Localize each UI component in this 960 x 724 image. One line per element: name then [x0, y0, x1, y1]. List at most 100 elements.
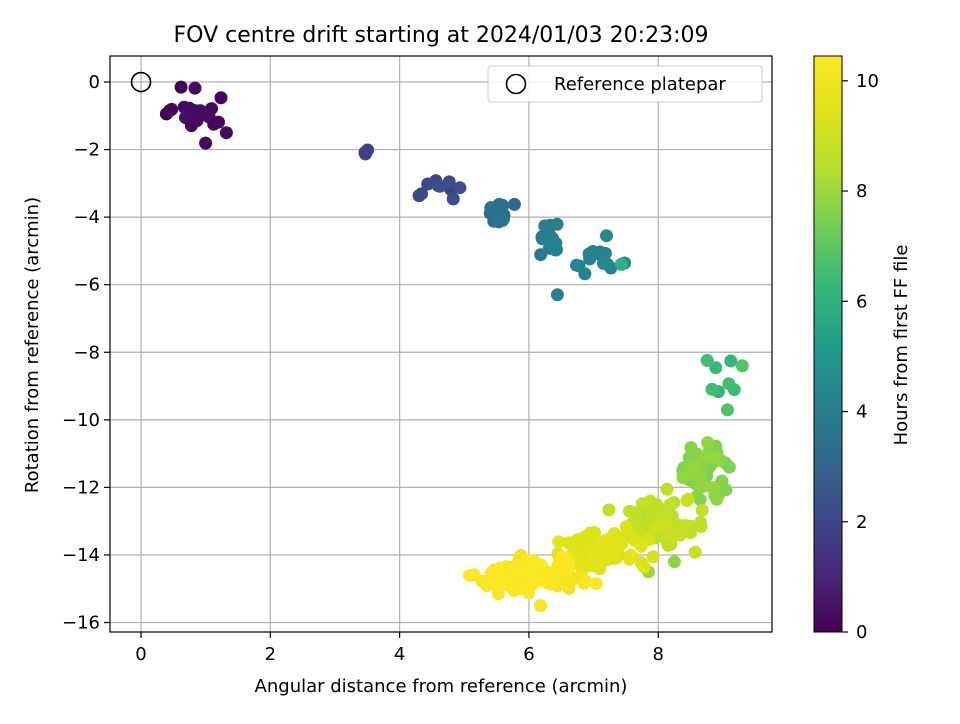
data-point [646, 550, 660, 564]
x-tick-label: 8 [652, 644, 663, 665]
data-point [522, 586, 536, 600]
data-point [649, 520, 663, 534]
data-point [687, 461, 701, 474]
data-point [521, 553, 534, 567]
data-point [619, 520, 633, 534]
data-point [573, 557, 586, 571]
data-point [556, 550, 570, 564]
data-point [550, 217, 564, 231]
data-point [174, 80, 188, 94]
data-point [589, 577, 603, 591]
data-point [579, 574, 593, 588]
data-point [607, 546, 621, 560]
data-point [534, 599, 548, 613]
colorbar-gradient [813, 55, 843, 633]
chart-title: FOV centre drift starting at 2024/01/03 … [174, 23, 709, 48]
y-tick-label: −6 [73, 275, 100, 296]
data-point [497, 212, 510, 226]
data-point [724, 354, 738, 368]
colorbar-tick-label: 0 [856, 622, 867, 643]
y-tick-label: 0 [89, 72, 100, 93]
data-point [681, 492, 695, 506]
data-point [522, 567, 536, 581]
legend-label: Reference platepar [554, 74, 726, 95]
data-point [212, 115, 225, 129]
x-tick-label: 6 [523, 644, 534, 665]
data-point [512, 582, 526, 596]
data-point [199, 136, 213, 150]
y-tick-label: −12 [62, 477, 100, 498]
data-point [614, 257, 628, 271]
grid [110, 56, 772, 632]
data-point [219, 126, 233, 140]
data-point [446, 192, 460, 206]
data-point [453, 181, 467, 195]
colorbar-tick-label: 8 [856, 181, 867, 202]
data-point [550, 288, 564, 302]
data-point [667, 555, 681, 569]
data-point [214, 91, 228, 105]
data-point [493, 561, 507, 575]
colorbar-label: Hours from first FF file [891, 245, 912, 446]
data-point [586, 245, 600, 258]
colorbar: 0 2 4 6 8 10 [813, 55, 879, 643]
data-point [615, 537, 629, 551]
data-point [507, 197, 521, 211]
data-point [678, 518, 692, 532]
data-point [535, 230, 549, 244]
x-tick-label: 4 [394, 644, 405, 665]
colorbar-ticks: 0 2 4 6 8 10 [842, 71, 879, 643]
y-tick-label: −10 [62, 410, 100, 431]
colorbar-tick-label: 4 [856, 402, 867, 423]
data-point [721, 403, 734, 417]
data-point [663, 498, 677, 512]
data-point [431, 179, 445, 193]
data-point [467, 568, 481, 582]
data-point [552, 535, 566, 549]
data-point [592, 556, 605, 570]
data-point [694, 516, 707, 529]
data-point [701, 436, 715, 450]
data-point [415, 187, 429, 201]
data-point [486, 204, 500, 218]
data-point [584, 539, 598, 552]
axis-ticks: 0 2 4 6 8 0 −2 −4 −6 −8 −10 −12 −14 −16 [62, 72, 664, 665]
data-point [179, 111, 192, 125]
data-point [194, 104, 208, 118]
data-point [676, 471, 690, 485]
data-point [534, 558, 547, 571]
data-point [694, 480, 708, 494]
data-point [165, 102, 179, 116]
data-point [705, 382, 719, 396]
data-point [544, 237, 558, 250]
x-tick-label: 2 [265, 644, 276, 665]
data-point [598, 246, 612, 260]
data-point [359, 147, 372, 161]
data-point [660, 482, 674, 496]
data-point [596, 534, 610, 548]
data-point [602, 503, 616, 517]
data-point [578, 267, 592, 281]
y-tick-label: −2 [73, 140, 100, 161]
data-point [639, 497, 653, 511]
data-point [664, 528, 677, 542]
x-axis-label: Angular distance from reference (arcmin) [255, 676, 628, 697]
reference-platepar-point [130, 71, 152, 93]
data-point [538, 219, 552, 233]
y-tick-label: −16 [62, 613, 100, 634]
axes-frame [109, 55, 773, 633]
data-point [637, 560, 651, 574]
data-point [673, 528, 687, 542]
data-point [421, 177, 435, 191]
data-points [130, 71, 749, 613]
data-point [695, 503, 709, 517]
data-point [708, 481, 722, 495]
legend-box [487, 65, 763, 103]
y-tick-label: −8 [73, 342, 100, 363]
x-tick-label: 0 [135, 644, 146, 665]
data-point [688, 545, 702, 559]
data-point [624, 548, 638, 562]
data-point [709, 361, 723, 375]
